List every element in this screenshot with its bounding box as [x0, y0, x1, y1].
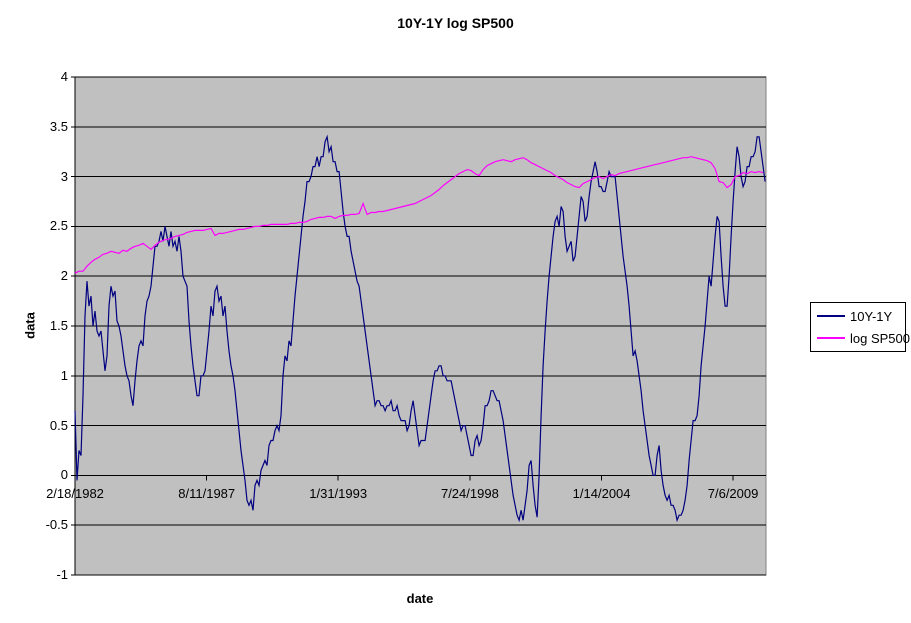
- legend: 10Y-1Y log SP500: [810, 302, 910, 352]
- y-tick-label: 1.5: [49, 318, 68, 333]
- series-line-10y-1y: [74, 134, 766, 523]
- legend-line-sample-10y-1y: [817, 315, 845, 317]
- legend-label-log-sp500: log SP500: [850, 330, 910, 346]
- y-tick-label: 2.5: [49, 218, 68, 234]
- y-tick-label: 1: [60, 367, 68, 383]
- x-tick-label: 1/14/2004: [572, 486, 631, 501]
- legend-line-sample-log-sp500: [817, 337, 845, 339]
- y-tick-label: 3: [60, 168, 68, 184]
- x-axis-title: date: [406, 591, 434, 606]
- x-tick-label: 7/6/2009: [707, 486, 759, 501]
- y-tick-label: 2: [60, 268, 68, 284]
- x-tick-label: 1/31/1993: [309, 486, 368, 501]
- legend-entry-10y-1y: 10Y-1Y: [811, 305, 905, 327]
- x-tick-label: 7/24/1998: [440, 486, 499, 501]
- y-tick-label: -0.5: [45, 517, 68, 533]
- x-tick-label: 8/11/1987: [178, 486, 236, 501]
- legend-entry-log-sp500: log SP500: [811, 327, 910, 349]
- x-tick-label: 2/18/1982: [46, 486, 104, 501]
- legend-label-10y-1y: 10Y-1Y: [850, 308, 893, 324]
- y-tick-label: 0: [60, 467, 68, 483]
- series-line-log-sp500: [74, 156, 764, 274]
- y-tick-label: 3.5: [49, 118, 68, 134]
- chart-title: 10Y-1Y log SP500: [397, 15, 514, 31]
- y-tick-label: 4: [60, 69, 68, 84]
- y-tick-label: 0.5: [49, 417, 68, 433]
- y-tick-label: -1: [56, 567, 68, 582]
